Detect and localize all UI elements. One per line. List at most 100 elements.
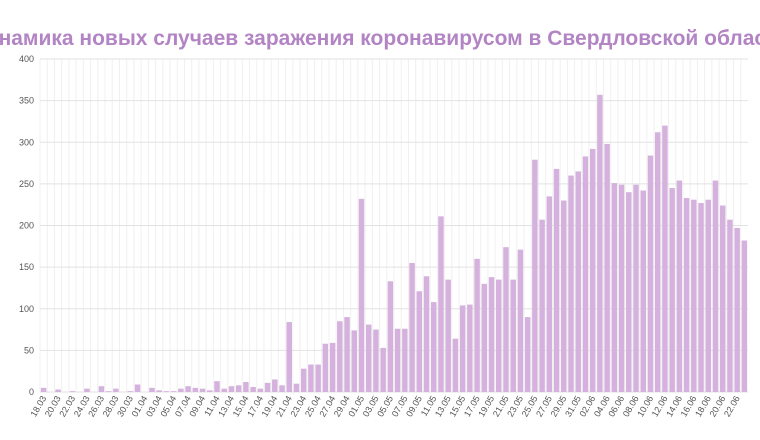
bar (329, 342, 336, 392)
bar (243, 382, 249, 392)
bar (698, 203, 704, 392)
bar (337, 321, 343, 392)
y-tick-label: 50 (24, 345, 34, 355)
bar (452, 338, 459, 392)
bar (373, 329, 379, 392)
bar (286, 322, 292, 392)
bar (597, 94, 603, 393)
bar (409, 262, 415, 392)
y-tick-label: 300 (19, 137, 34, 147)
bar (618, 184, 625, 392)
bar (235, 385, 242, 392)
bar (503, 247, 509, 392)
bar (459, 305, 466, 392)
bar (264, 382, 271, 392)
bar (221, 388, 227, 392)
bar (416, 291, 423, 392)
bar (712, 180, 719, 392)
bar (423, 276, 430, 392)
bar (496, 279, 502, 392)
bar (358, 198, 365, 392)
bar (113, 388, 119, 392)
bar (380, 347, 386, 392)
bar (604, 143, 610, 392)
bar (156, 390, 162, 392)
bar (315, 364, 321, 392)
bar (214, 381, 220, 392)
bar (293, 383, 300, 392)
bar (575, 171, 581, 392)
y-tick-label: 400 (19, 54, 34, 64)
bar (654, 132, 661, 392)
y-tick-label: 150 (19, 262, 34, 272)
bar (647, 155, 654, 392)
y-tick-label: 200 (19, 221, 34, 231)
y-tick-label: 250 (19, 179, 34, 189)
bar (568, 175, 574, 392)
bar (532, 159, 538, 392)
bar (589, 148, 596, 392)
bar (149, 387, 155, 392)
bar (481, 283, 488, 392)
bar (69, 391, 76, 392)
bar (640, 190, 646, 392)
bar (669, 188, 675, 392)
bar (445, 279, 451, 392)
bar (250, 387, 256, 392)
bar (662, 125, 668, 392)
y-tick-label: 100 (19, 304, 34, 314)
bar (553, 168, 560, 392)
bar (691, 199, 697, 392)
bar (517, 249, 524, 392)
bar (488, 277, 495, 392)
bar (178, 388, 184, 392)
bar (199, 388, 206, 392)
bar (510, 279, 516, 392)
bar (170, 391, 177, 392)
bar (438, 216, 444, 392)
bar (474, 258, 480, 392)
bar (402, 328, 408, 392)
bar (185, 386, 191, 392)
bar (98, 386, 105, 392)
bar (719, 205, 726, 392)
bar (351, 330, 358, 392)
y-tick-label: 0 (29, 387, 34, 397)
bar (626, 192, 632, 392)
bar (727, 219, 733, 392)
bar (524, 317, 531, 392)
bar (676, 180, 683, 392)
bar (163, 391, 170, 392)
bar (127, 391, 134, 392)
bar (582, 156, 589, 392)
bar (705, 199, 712, 392)
bar (192, 387, 199, 392)
bar (228, 386, 235, 392)
bar (633, 184, 639, 392)
bar (134, 384, 141, 392)
bar (344, 317, 350, 392)
bar (741, 240, 748, 392)
bar (546, 196, 553, 392)
bar (279, 385, 285, 392)
bar (300, 368, 307, 392)
bar (683, 198, 690, 392)
bar (734, 227, 740, 392)
chart-title: Динамика новых случаев заражения коронав… (0, 27, 760, 50)
bar (467, 304, 473, 392)
bar (257, 388, 264, 392)
bar (611, 183, 618, 392)
bar (539, 219, 545, 392)
bar (322, 343, 329, 392)
bar (272, 379, 278, 392)
bar (387, 281, 394, 392)
bar (308, 364, 314, 392)
bar (430, 302, 437, 392)
bar (40, 387, 47, 392)
bar (394, 328, 401, 392)
bar (84, 388, 90, 392)
bar (55, 389, 61, 392)
bar (207, 390, 213, 392)
bar (105, 391, 112, 392)
